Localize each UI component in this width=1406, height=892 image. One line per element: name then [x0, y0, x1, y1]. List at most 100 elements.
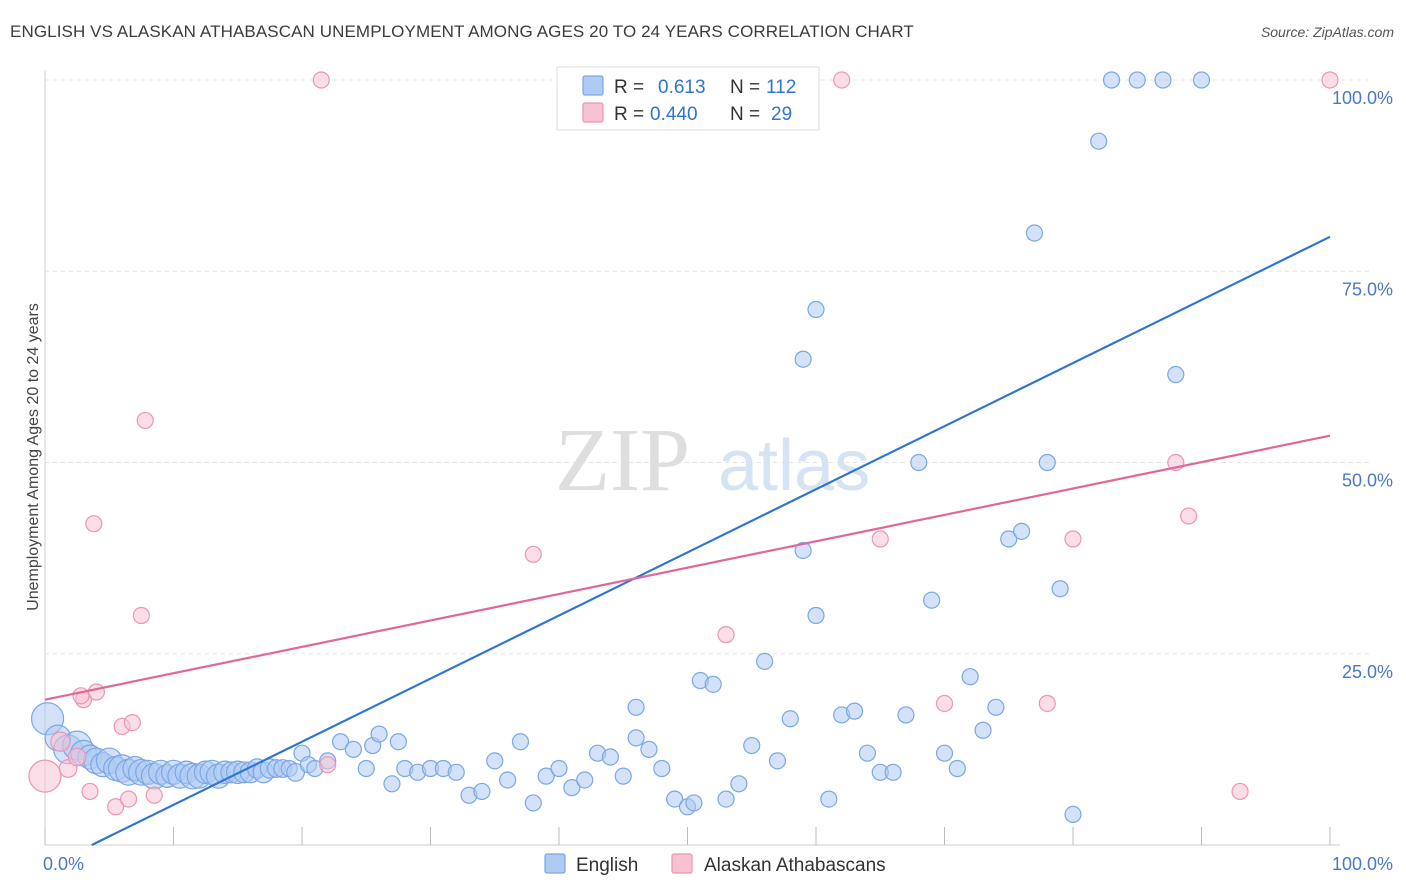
english-point [897, 706, 915, 724]
english-point [666, 790, 684, 808]
english-point [974, 721, 992, 739]
english-point [807, 300, 825, 319]
alaskan-point [136, 411, 154, 430]
alaskan-point [87, 683, 106, 701]
y-tick-label: 25.0% [1342, 662, 1393, 682]
english-point [499, 771, 517, 789]
english-point [768, 752, 787, 770]
alaskan-point [67, 747, 87, 767]
alaskan-point [1231, 782, 1249, 801]
alaskan-point [935, 694, 954, 713]
alaskan-point [81, 782, 99, 801]
alaskan-points [28, 71, 1339, 816]
english-point [1012, 522, 1031, 540]
legend-r-value: 0.440 [650, 104, 698, 125]
english-point [473, 782, 491, 801]
alaskan-point [123, 713, 141, 732]
alaskan-point [119, 790, 138, 808]
alaskan-point [871, 530, 889, 548]
alaskan-point [717, 626, 735, 644]
legend-r-value: 0.613 [658, 77, 706, 98]
english-point [601, 748, 620, 766]
alaskan-point [524, 545, 542, 563]
legend-n-value: 29 [771, 104, 792, 125]
english-point [576, 771, 594, 789]
english-point [884, 763, 902, 781]
english-point [717, 790, 735, 808]
english-point [331, 733, 350, 751]
english-point [383, 775, 401, 793]
english-point [344, 740, 362, 758]
alaskan-point [1180, 507, 1198, 525]
english-point [614, 767, 632, 785]
alaskan-point [1321, 71, 1339, 89]
watermark: ZIP atlas [555, 411, 870, 510]
tick-labels: 25.0% 50.0% 75.0% 100.0% 0.0% 100.0% [43, 88, 1393, 874]
english-point [910, 453, 928, 472]
english-point [524, 794, 542, 812]
alaskan-point [1038, 694, 1056, 713]
english-trend-line [91, 235, 1331, 846]
x-tick-label: 100.0% [1332, 854, 1393, 874]
chart-title: ENGLISH VS ALASKAN ATHABASCAN UNEMPLOYME… [10, 22, 914, 41]
english-point [948, 759, 966, 778]
watermark-atlas: atlas [718, 426, 870, 506]
english-point [1025, 224, 1044, 242]
english-point [685, 794, 703, 812]
legend: R = 0.613 N = 112 R = 0.440 N = 29 [556, 66, 820, 131]
english-point [447, 763, 465, 781]
english-point [704, 675, 722, 693]
y-tick-label: 50.0% [1342, 471, 1393, 491]
alaskan-point [28, 759, 62, 793]
english-point [961, 668, 979, 686]
english-point [858, 744, 877, 762]
alaskan-point [319, 756, 337, 774]
chart-source: Source: ZipAtlas.com [1260, 24, 1394, 40]
english-point [755, 652, 774, 671]
legend-n-value: 112 [766, 77, 796, 98]
english-point [1090, 132, 1108, 150]
legend-swatch-alaskan [582, 102, 604, 123]
english-point [537, 767, 555, 785]
english-point [1128, 71, 1146, 89]
watermark-zip: ZIP [555, 411, 690, 510]
english-point [807, 606, 825, 625]
english-point [730, 775, 748, 793]
english-point [389, 733, 407, 751]
axes [44, 70, 1340, 846]
english-point [1167, 365, 1185, 384]
english-point [550, 759, 568, 778]
grid-lines [45, 79, 1370, 655]
english-points [30, 71, 1211, 824]
bottom-legend-english: English [576, 855, 638, 876]
y-tick-label: 100.0% [1332, 88, 1393, 108]
legend-r-label: R = [614, 104, 644, 125]
english-point [1038, 453, 1056, 472]
x-tick-label: 0.0% [43, 854, 84, 874]
english-point [1192, 71, 1211, 89]
english-point [794, 350, 812, 368]
english-point [1154, 71, 1172, 89]
english-point [845, 702, 864, 720]
english-point [794, 541, 812, 560]
alaskan-point [312, 71, 330, 89]
trend-lines [44, 235, 1331, 846]
english-point [1064, 805, 1082, 824]
alaskan-trend-line [44, 434, 1331, 701]
bottom-legend: English Alaskan Athabascans [544, 853, 886, 876]
alaskan-point [833, 71, 851, 89]
legend-n-label: N = [730, 77, 760, 98]
legend-n-label: N = [730, 104, 760, 125]
legend-swatch-english [582, 75, 604, 96]
english-point [511, 733, 530, 751]
english-point [781, 710, 799, 728]
alaskan-point [107, 798, 125, 816]
english-point [1051, 580, 1069, 598]
english-point [640, 740, 658, 758]
y-tick-label: 75.0% [1342, 279, 1393, 299]
alaskan-point [85, 515, 103, 533]
alaskan-point [1064, 530, 1082, 548]
english-point [486, 752, 504, 770]
alaskan-point [50, 731, 71, 752]
